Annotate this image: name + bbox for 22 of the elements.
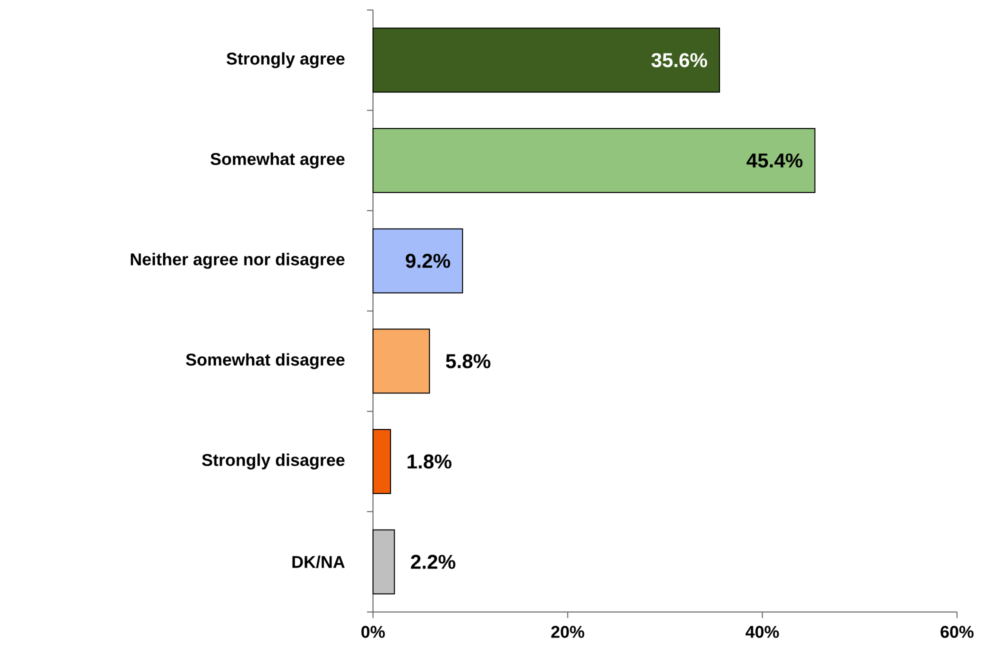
data-label: 45.4% — [746, 153, 802, 168]
x-tick-label: 60% — [940, 626, 974, 638]
y-tick-label: Strongly disagree — [202, 454, 345, 470]
data-label: 9.2% — [406, 254, 450, 268]
y-tick-label: Strongly agree — [226, 52, 345, 68]
bar — [372, 429, 392, 494]
data-label: 5.8% — [446, 354, 490, 368]
bar — [372, 128, 816, 194]
bar — [372, 328, 430, 394]
y-tick-label: Neither agree nor disagree — [130, 252, 345, 269]
bar — [372, 28, 720, 93]
data-label: 1.8% — [408, 454, 452, 469]
data-label: 35.6% — [651, 53, 708, 68]
y-tick-label: Somewhat agree — [210, 152, 345, 168]
x-tick-label: 0% — [361, 626, 385, 638]
y-tick-label: Somewhat disagree — [186, 353, 345, 370]
bar — [372, 529, 395, 594]
y-tick-label: DK/NA — [292, 556, 345, 568]
data-label: 2.2% — [410, 554, 456, 569]
x-tick-label: 40% — [746, 626, 779, 638]
x-tick-label: 20% — [551, 626, 584, 638]
bar — [372, 228, 464, 294]
